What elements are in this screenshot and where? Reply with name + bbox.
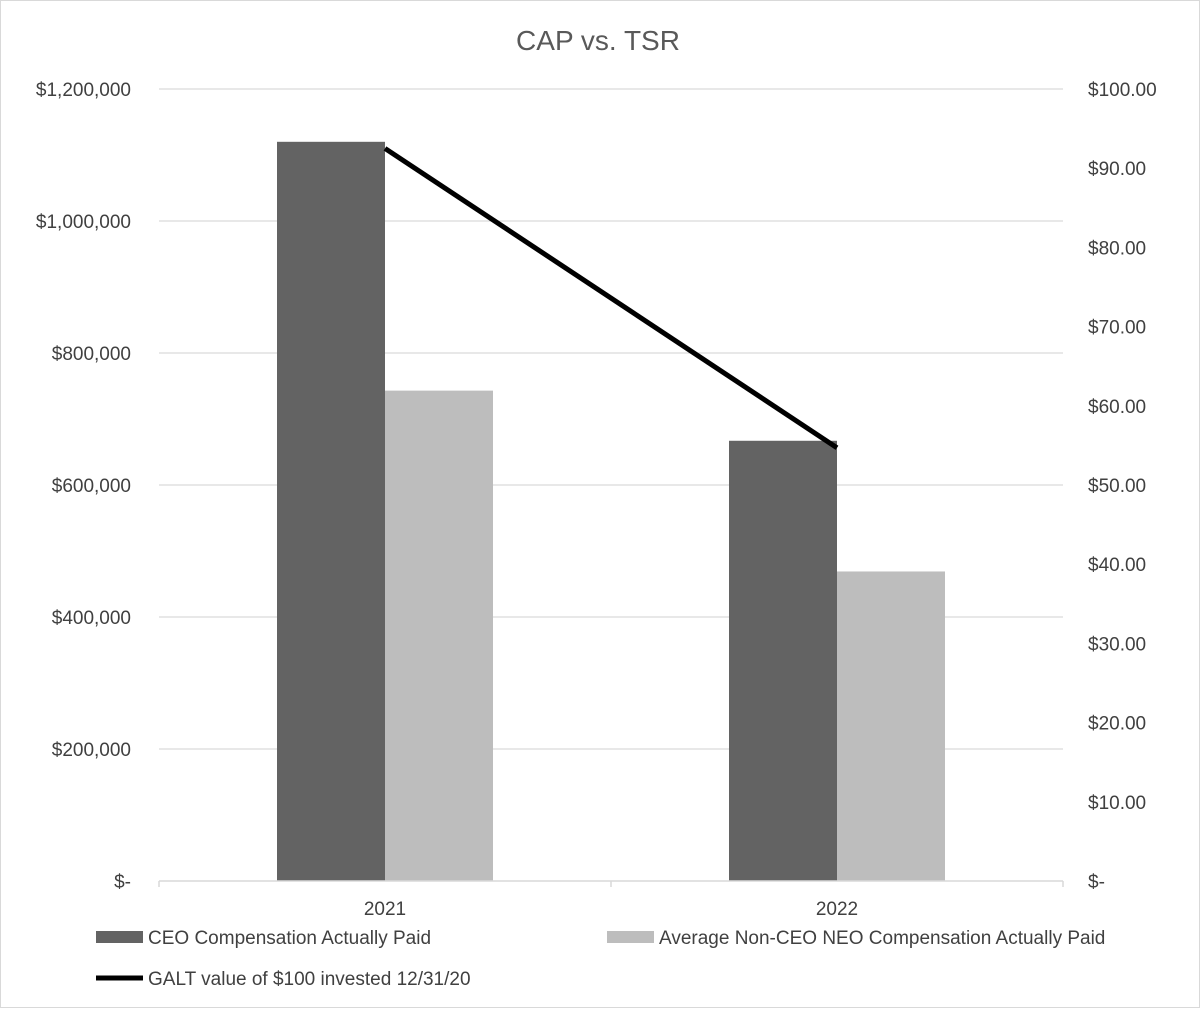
bar-ceo-2022: [729, 440, 837, 881]
right-y-tick-label: $60.00: [1088, 397, 1146, 418]
legend-item: CEO Compensation Actually Paid: [96, 928, 431, 949]
left-y-tick-label: $600,000: [52, 476, 131, 497]
legend: CEO Compensation Actually Paid Average No…: [96, 928, 1105, 990]
right-y-tick-label: $40.00: [1088, 555, 1146, 576]
right-y-tick-label: $70.00: [1088, 318, 1146, 339]
legend-item: GALT value of $100 invested 12/31/20: [96, 969, 471, 990]
left-y-tick-label: $1,000,000: [36, 212, 131, 233]
right-y-tick-label: $10.00: [1088, 793, 1146, 814]
left-y-tick-label: $200,000: [52, 740, 131, 761]
right-y-tick-label: $50.00: [1088, 476, 1146, 497]
legend-label: Average Non-CEO NEO Compensation Actuall…: [659, 928, 1105, 949]
left-y-tick-label: $800,000: [52, 344, 131, 365]
bar-non-ceo-neo-2022: [837, 571, 945, 881]
x-axis-ticks: 2021 2022: [364, 899, 858, 920]
right-y-tick-label: $80.00: [1088, 238, 1146, 259]
right-y-tick-label: $30.00: [1088, 634, 1146, 655]
tsr-line: [383, 146, 839, 450]
left-y-tick-label: $400,000: [52, 608, 131, 629]
bar-ceo-2021: [277, 141, 385, 882]
x-tick-label-2021: 2021: [364, 899, 406, 920]
left-y-tick-label: $1,200,000: [36, 80, 131, 101]
chart-title: CAP vs. TSR: [516, 25, 680, 56]
x-tick-label-2022: 2022: [816, 899, 858, 920]
legend-label: GALT value of $100 invested 12/31/20: [148, 969, 471, 990]
legend-swatch: [607, 931, 654, 943]
right-y-tick-label: $20.00: [1088, 714, 1146, 735]
right-y-tick-label: $100.00: [1088, 80, 1157, 101]
right-y-tick-label: $-: [1088, 872, 1105, 893]
bar-non-ceo-neo-2021: [385, 390, 493, 881]
right-y-axis-ticks: $- $10.00 $20.00 $30.00 $40.00 $50.00 $60.00 $7…: [1088, 80, 1157, 893]
legend-item: Average Non-CEO NEO Compensation Actuall…: [607, 928, 1105, 949]
legend-swatch: [96, 931, 143, 943]
bars: [277, 141, 945, 882]
x-axis: [158, 880, 1064, 887]
right-y-tick-label: $90.00: [1088, 159, 1146, 180]
left-y-axis-ticks: $- $200,000 $400,000 $600,000 $800,000 $1,000…: [36, 80, 131, 893]
legend-label: CEO Compensation Actually Paid: [148, 928, 431, 949]
tsr-line-path: [383, 146, 839, 450]
left-y-tick-label: $-: [114, 872, 131, 893]
